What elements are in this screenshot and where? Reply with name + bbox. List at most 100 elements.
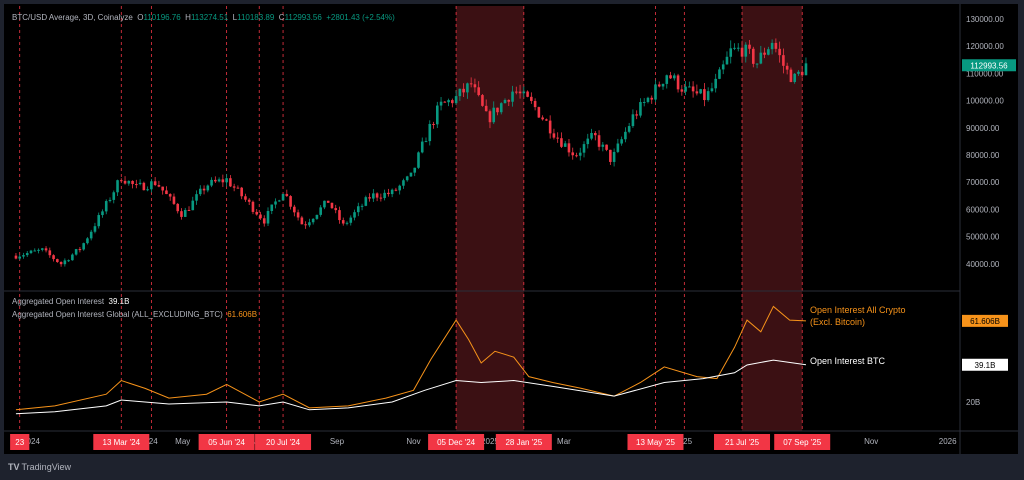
- candle-down: [691, 86, 695, 92]
- candle-up: [744, 44, 748, 57]
- candle-down: [635, 114, 638, 116]
- time-tick-label: May: [175, 437, 190, 446]
- candle-up: [642, 101, 646, 103]
- candle-down: [484, 105, 488, 112]
- candle-up: [402, 180, 405, 186]
- candle-down: [680, 89, 684, 92]
- time-tick-label: 2024: [22, 437, 40, 446]
- candle-up: [127, 180, 131, 184]
- candle-down: [481, 95, 484, 106]
- candle-up: [733, 47, 736, 49]
- candle-up: [150, 181, 153, 190]
- altcoin-oi-annotation: Open Interest All Crypto: [810, 305, 906, 315]
- candle-up: [804, 63, 808, 76]
- candle-down: [748, 44, 751, 49]
- candle-up: [755, 63, 759, 65]
- candle-up: [673, 75, 676, 79]
- oi-global-legend: Aggregated Open Interest Global (ALL_EXC…: [12, 310, 257, 319]
- candle-down: [78, 249, 82, 251]
- candle-up: [736, 47, 740, 49]
- candle-up: [646, 97, 650, 102]
- candle-down: [752, 48, 755, 64]
- candle-up: [195, 194, 198, 201]
- change-value: +2801.43 (+2.54%): [326, 13, 395, 22]
- date-marker-label: 28 Jan '25: [505, 438, 542, 447]
- candle-up: [699, 89, 702, 94]
- candle-up: [138, 182, 142, 185]
- candle-up: [601, 144, 605, 147]
- candle-down: [304, 224, 307, 226]
- candle-down: [296, 212, 300, 218]
- oi-tick-label: 20B: [966, 398, 980, 407]
- last-price-badge: [962, 59, 1016, 72]
- candle-down: [789, 69, 793, 82]
- candle-up: [33, 250, 37, 252]
- date-marker: [428, 434, 485, 450]
- candle-down: [469, 83, 473, 85]
- candle-down: [597, 135, 601, 147]
- candle-down: [259, 214, 262, 219]
- candle-up: [372, 193, 375, 199]
- candle-up: [582, 144, 586, 153]
- candle-down: [541, 117, 544, 120]
- candle-down: [221, 179, 225, 183]
- candle-down: [545, 119, 548, 121]
- candle-up: [706, 91, 710, 101]
- candle-down: [123, 180, 127, 184]
- candle-down: [326, 200, 330, 203]
- candle-up: [86, 238, 89, 244]
- date-marker-label: 07 Sep '25: [783, 438, 822, 447]
- candle-up: [420, 141, 424, 153]
- candle-down: [142, 182, 146, 191]
- candle-up: [270, 204, 274, 212]
- oi-value-badge: [962, 314, 1008, 327]
- candle-down: [507, 99, 511, 102]
- candle-down: [432, 123, 435, 125]
- candle-up: [499, 103, 503, 113]
- candle-up: [356, 206, 360, 213]
- candle-down: [740, 47, 744, 57]
- candle-down: [778, 48, 781, 56]
- btc-oi-line: [15, 359, 807, 415]
- candle-up: [398, 185, 401, 191]
- candle-up: [390, 189, 394, 195]
- candle-down: [387, 192, 390, 195]
- candle-up: [323, 200, 326, 208]
- candle-down: [763, 52, 766, 55]
- candle-up: [319, 207, 322, 215]
- candle-up: [586, 138, 590, 145]
- candle-up: [93, 226, 97, 232]
- date-marker: [774, 434, 831, 450]
- candle-up: [759, 52, 763, 64]
- date-marker: [10, 434, 30, 450]
- candle-up: [797, 71, 800, 74]
- candle-down: [244, 196, 247, 200]
- candle-down: [473, 84, 477, 88]
- candle-down: [518, 91, 522, 94]
- candle-down: [443, 101, 447, 103]
- candle-up: [225, 178, 228, 183]
- candle-down: [236, 187, 240, 189]
- candle-down: [202, 188, 206, 191]
- candle-down: [650, 97, 654, 100]
- candle-up: [612, 151, 616, 162]
- candle-up: [311, 218, 315, 223]
- candle-down: [571, 152, 575, 156]
- candle-down: [262, 218, 266, 224]
- candle-up: [721, 64, 725, 70]
- candle-down: [462, 88, 465, 93]
- candle-up: [217, 179, 221, 182]
- oi-value-badge: [962, 358, 1008, 371]
- candle-down: [187, 209, 191, 211]
- candle-up: [40, 248, 44, 250]
- candle-down: [289, 196, 292, 207]
- candle-up: [710, 88, 714, 92]
- tradingview-logo[interactable]: TV TradingView: [8, 462, 72, 472]
- candle-down: [14, 255, 18, 259]
- candle-up: [274, 201, 277, 205]
- candle-up: [661, 83, 665, 87]
- candle-up: [266, 211, 270, 224]
- candle-down: [379, 197, 383, 199]
- candle-down: [334, 208, 338, 211]
